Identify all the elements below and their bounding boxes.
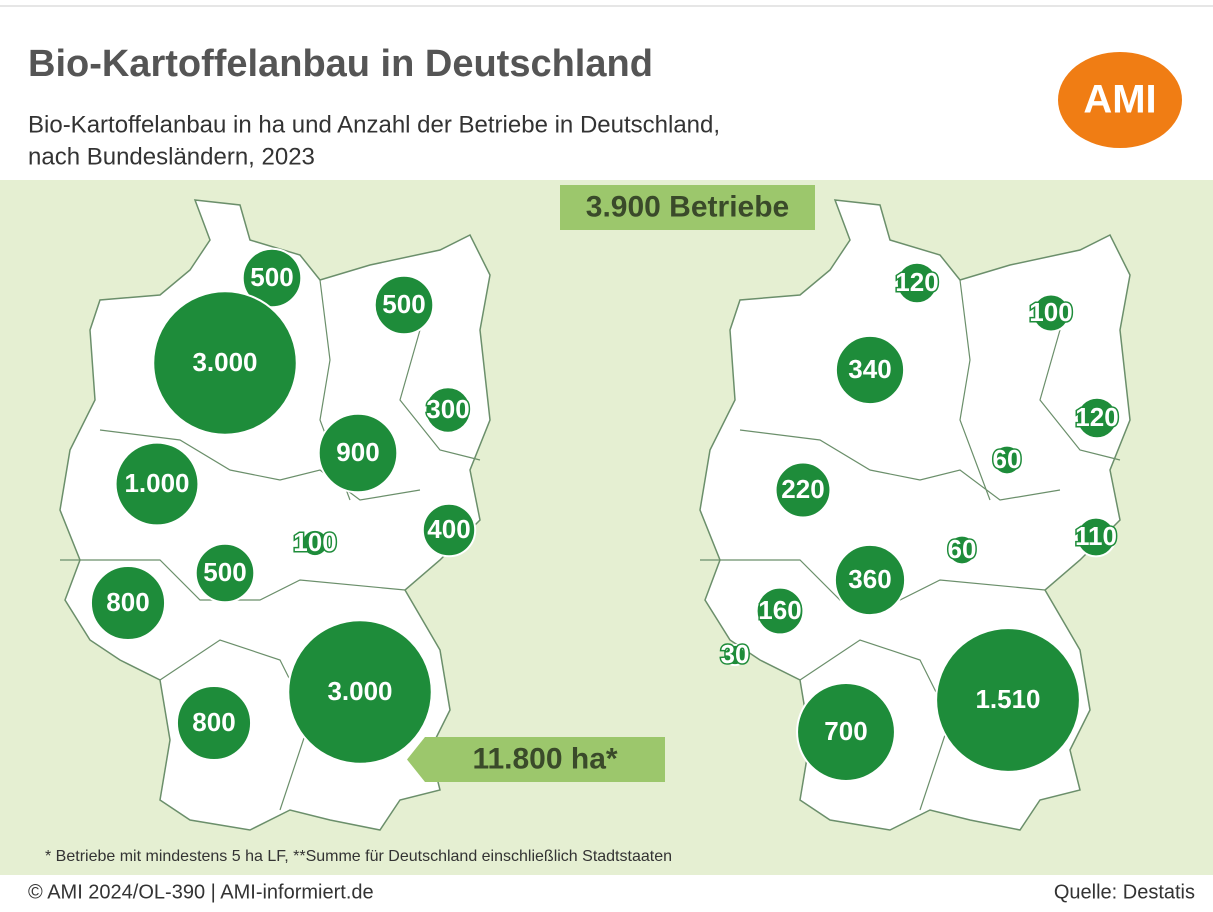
bubble — [424, 386, 472, 434]
callout-arrow — [407, 737, 425, 782]
bubble-label: 800 — [192, 707, 235, 737]
bubble — [373, 274, 435, 336]
subtitle: nach Bundesländern, 2023 — [28, 143, 315, 170]
bubble-label: 360 — [848, 564, 891, 594]
bubble-label: 1.000 — [124, 468, 189, 498]
state-border — [799, 639, 951, 811]
bubble — [114, 441, 200, 527]
logo-text: AMI — [1083, 78, 1156, 122]
bubble — [723, 643, 747, 667]
subtitle: Bio-Kartoffelanbau in ha und Anzahl der … — [28, 111, 720, 138]
bubble — [834, 334, 906, 406]
bubble-label: 900 — [336, 437, 379, 467]
bubble-label: 110 — [1075, 521, 1117, 551]
bubble-label: 800 — [106, 587, 149, 617]
bubble-label: 60 — [993, 444, 1022, 474]
bubble-label: 340 — [848, 354, 891, 384]
title: Bio-Kartoffelanbau in Deutschland — [28, 43, 653, 85]
total-label: 3.900 Betriebe — [586, 190, 789, 223]
bubble — [1075, 396, 1119, 440]
bubble-label: 500 — [250, 262, 293, 292]
bubble — [152, 290, 298, 436]
total-box — [425, 737, 665, 782]
bubble — [300, 528, 330, 558]
bubble-label: 500 — [203, 557, 246, 587]
footnote: * Betriebe mit mindestens 5 ha LF, **Sum… — [45, 848, 672, 865]
bubble-label: 220 — [781, 474, 824, 504]
bubble-label: 30 — [721, 639, 750, 669]
bubble — [241, 247, 303, 309]
bubble — [1075, 516, 1117, 558]
bubble — [833, 543, 907, 617]
bubble — [194, 542, 256, 604]
bubble-label: 60 — [948, 534, 977, 564]
bubble-label: 500 — [382, 289, 425, 319]
logo — [1058, 52, 1182, 148]
bubble — [175, 684, 253, 762]
bubble — [991, 444, 1023, 476]
bubble — [935, 627, 1081, 773]
bubble — [796, 682, 896, 782]
bubble-label: 120 — [1075, 402, 1118, 432]
source: Quelle: Destatis — [1054, 881, 1195, 903]
bubble-label: 120 — [895, 267, 938, 297]
state-border — [739, 429, 1061, 501]
state-border — [959, 279, 991, 501]
bubble-label: 700 — [824, 716, 867, 746]
state-border — [159, 639, 311, 811]
bubble — [421, 502, 477, 558]
state-border — [1039, 329, 1121, 461]
total-label: 11.800 ha* — [472, 742, 617, 775]
bubble — [946, 534, 978, 566]
bubble-label: 400 — [427, 514, 470, 544]
bubble — [89, 564, 167, 642]
total-box — [560, 185, 815, 230]
bubble-label: 160 — [758, 595, 801, 625]
state-border — [99, 429, 421, 501]
bubble-label: 100 — [1029, 297, 1072, 327]
bubble — [317, 412, 399, 494]
state-border — [399, 329, 481, 461]
bubble-label: 3.000 — [192, 347, 257, 377]
bubble-label: 300 — [426, 394, 469, 424]
maps: 500 500 3.000 300 900 1.000 400 100 500 800 3.000 8… — [59, 185, 1131, 831]
bubble-label: 100 — [293, 527, 336, 557]
bubble-label: 1.510 — [975, 684, 1040, 714]
copyright: © AMI 2024/OL-390 | AMI-informiert.de — [28, 881, 374, 903]
bubble — [1031, 293, 1071, 333]
bubble — [774, 461, 832, 519]
bubble-label: 3.000 — [327, 676, 392, 706]
bubble — [287, 619, 433, 765]
bubble — [895, 261, 939, 305]
bubble — [755, 586, 805, 636]
